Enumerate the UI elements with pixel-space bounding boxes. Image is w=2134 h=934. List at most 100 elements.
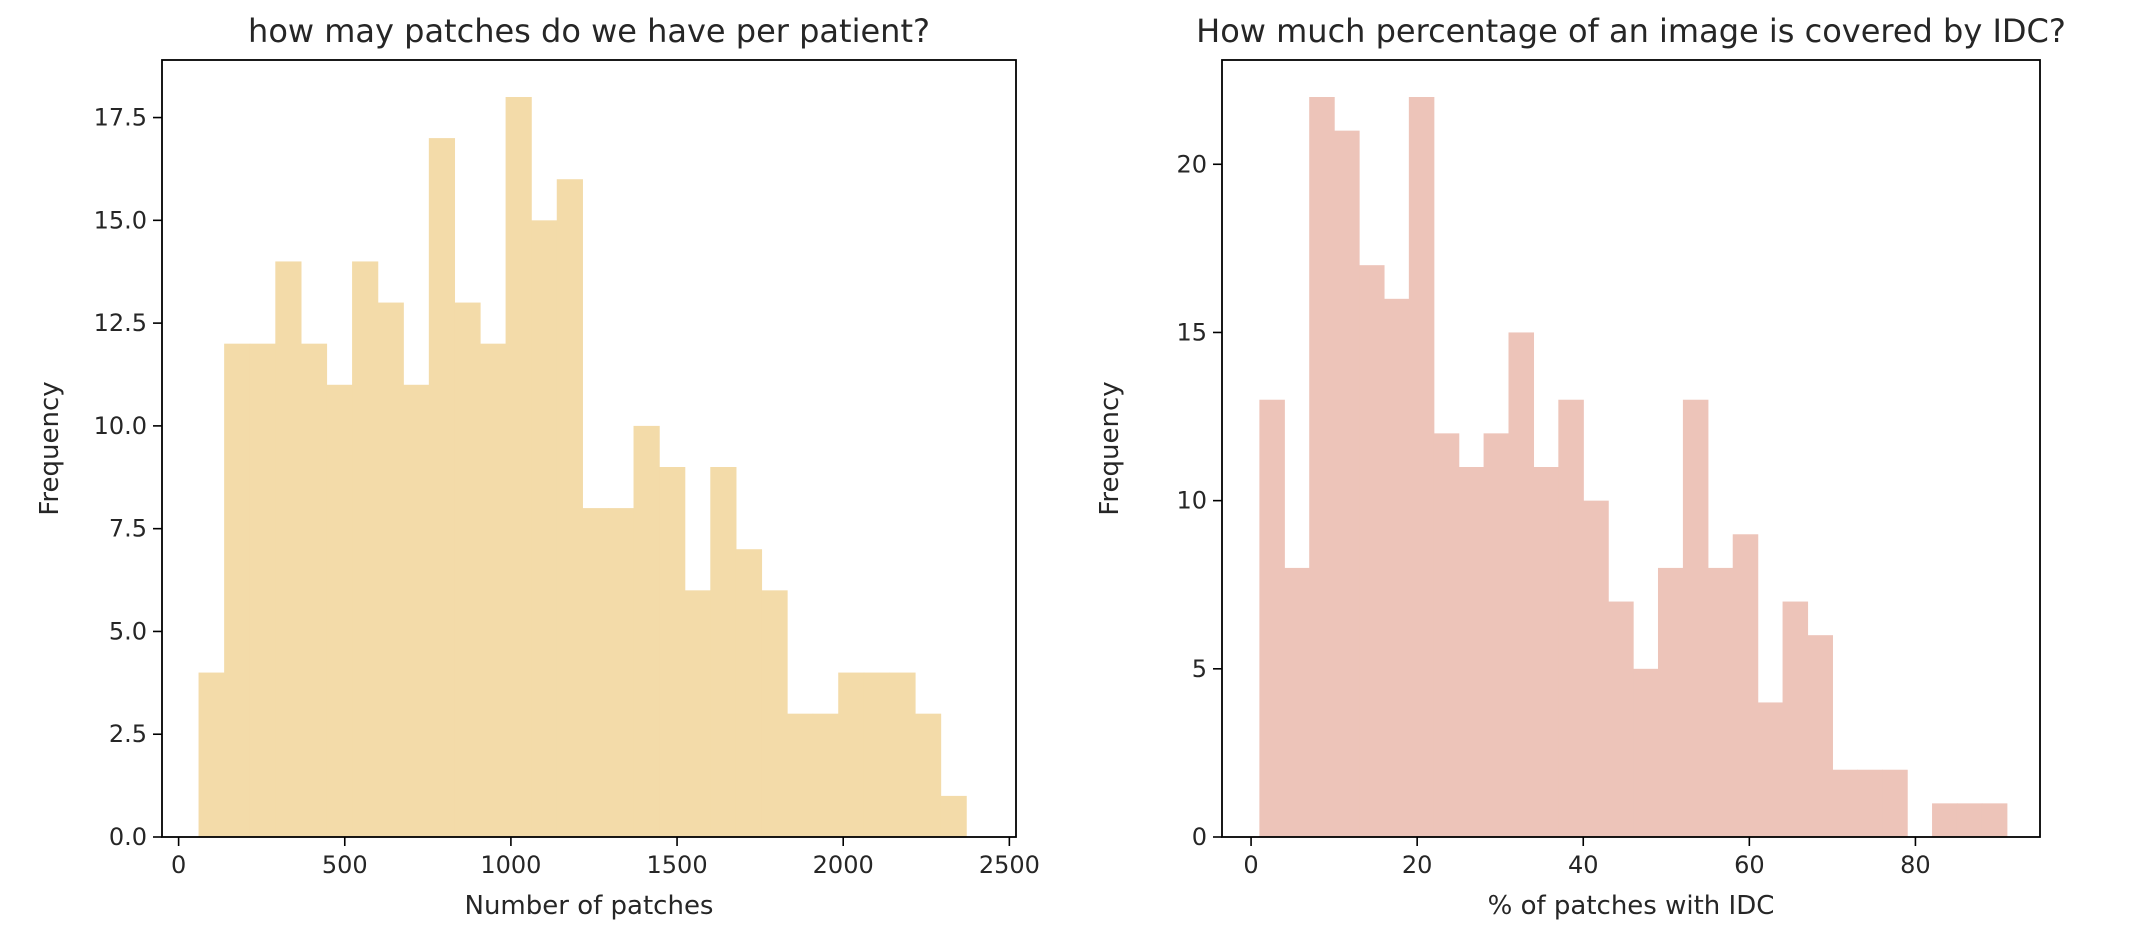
histogram-bar	[1359, 265, 1385, 837]
x-tick-label: 80	[1900, 851, 1931, 879]
y-tick-label: 10	[1176, 487, 1207, 515]
histogram-bar	[1682, 399, 1709, 837]
histogram-bar	[454, 302, 481, 837]
histogram-bar	[1408, 97, 1435, 837]
x-axis-label: % of patches with IDC	[1488, 891, 1775, 921]
histogram-bar	[710, 467, 737, 837]
histogram-bar	[684, 590, 711, 837]
chart-title: How much percentage of an image is cover…	[1196, 12, 2066, 50]
x-tick-label: 40	[1568, 851, 1599, 879]
x-axis-ticks: 0 20 40 60 80	[1243, 837, 1931, 879]
histogram-bar	[812, 713, 839, 837]
plot-frame	[1221, 59, 2041, 838]
histogram-bar	[1807, 635, 1833, 837]
plot-frame	[161, 59, 1017, 838]
histogram-bar	[428, 138, 456, 838]
y-tick-label: 20	[1176, 150, 1207, 178]
histogram-bar	[1981, 803, 2008, 837]
histogram-patches-per-patient: 0 500 1000 1500 2000 2500 0.0 2.5 5.0 7.5 10.0 12.…	[35, 12, 1040, 921]
x-tick-label: 0	[1243, 851, 1258, 879]
histogram-bar	[1608, 601, 1634, 837]
histogram-bar	[377, 302, 404, 837]
histogram-bar	[1583, 500, 1609, 837]
histogram-bar	[1757, 702, 1784, 837]
y-axis-label: Frequency	[1095, 381, 1125, 515]
x-tick-label: 20	[1402, 851, 1433, 879]
histogram-bar	[480, 343, 507, 837]
histogram-bar	[1483, 433, 1510, 837]
histogram-bar	[1334, 130, 1360, 837]
histogram-bar	[633, 425, 660, 837]
y-tick-label: 5	[1192, 655, 1207, 683]
histogram-bar	[914, 713, 942, 837]
histogram-bar	[1383, 298, 1410, 837]
y-tick-label: 10.0	[94, 412, 147, 440]
y-tick-label: 5.0	[109, 617, 147, 645]
histogram-bar	[1284, 567, 1310, 837]
histogram-bar	[1732, 534, 1759, 837]
x-tick-label: 2000	[813, 851, 874, 879]
histogram-bar	[582, 508, 609, 837]
histogram-bar	[889, 672, 916, 837]
histogram-bar	[1633, 668, 1659, 837]
y-tick-label: 0.0	[109, 823, 147, 851]
y-tick-label: 2.5	[109, 720, 147, 748]
histogram-bar	[1558, 399, 1584, 837]
x-tick-label: 0	[171, 851, 186, 879]
x-axis-ticks: 0 500 1000 1500 2000 2500	[171, 837, 1040, 879]
histogram-bar	[1782, 601, 1809, 837]
histogram-bar	[1657, 567, 1684, 837]
histogram-bar	[403, 384, 430, 837]
x-tick-label: 500	[322, 851, 368, 879]
histogram-bar	[1309, 97, 1335, 837]
histogram-bar	[940, 795, 967, 837]
x-tick-label: 1500	[647, 851, 708, 879]
histogram-bar	[1832, 769, 1858, 837]
histogram-bar	[300, 343, 328, 837]
histogram-bar	[1508, 332, 1535, 837]
histogram-bar	[1458, 467, 1485, 837]
histogram-bar	[1857, 769, 1883, 837]
histogram-bar	[1956, 803, 1983, 837]
histogram-bar	[607, 508, 635, 837]
x-axis-label: Number of patches	[465, 891, 714, 921]
histogram-bar	[198, 672, 225, 837]
histogram-bar	[735, 549, 763, 837]
y-tick-label: 17.5	[94, 104, 147, 132]
y-tick-label: 7.5	[109, 515, 147, 543]
x-tick-label: 2500	[979, 851, 1040, 879]
histogram-bars	[1259, 97, 2008, 837]
histogram-bar	[1882, 769, 1908, 837]
y-tick-label: 12.5	[94, 309, 147, 337]
histogram-bar	[1433, 433, 1460, 837]
histogram-bar	[838, 672, 865, 837]
histogram-bar	[863, 672, 890, 837]
histogram-bar	[659, 467, 686, 837]
y-axis-ticks: 0.0 2.5 5.0 7.5 10.0 12.5 15.0 17.5	[94, 104, 162, 851]
chart-title: how may patches do we have per patient?	[248, 12, 930, 50]
histogram-bar	[352, 261, 379, 837]
histogram-bar	[326, 384, 353, 837]
histogram-bar	[505, 97, 532, 837]
histogram-bars	[198, 97, 967, 838]
histogram-bar	[275, 261, 302, 837]
histogram-bar	[1259, 399, 1285, 837]
y-tick-label: 15	[1176, 318, 1207, 346]
histogram-bar	[1707, 567, 1734, 837]
histogram-bar	[761, 590, 788, 837]
y-axis-label: Frequency	[35, 381, 65, 515]
histogram-bar	[787, 713, 814, 837]
histogram-bar	[1932, 803, 1958, 837]
histogram-bar	[1533, 467, 1559, 837]
x-tick-label: 1000	[480, 851, 541, 879]
y-tick-label: 0	[1192, 823, 1207, 851]
histogram-bar	[556, 179, 583, 838]
y-axis-ticks: 0 5 10 15 20	[1176, 150, 1222, 851]
histogram-bar	[224, 343, 251, 837]
histogram-idc-coverage: 0 20 40 60 80 0 5 10 15 20 How much percentage o…	[1095, 12, 2066, 921]
y-tick-label: 15.0	[94, 206, 147, 234]
histogram-bar	[249, 343, 276, 837]
x-tick-label: 60	[1734, 851, 1765, 879]
histogram-bar	[531, 220, 558, 837]
